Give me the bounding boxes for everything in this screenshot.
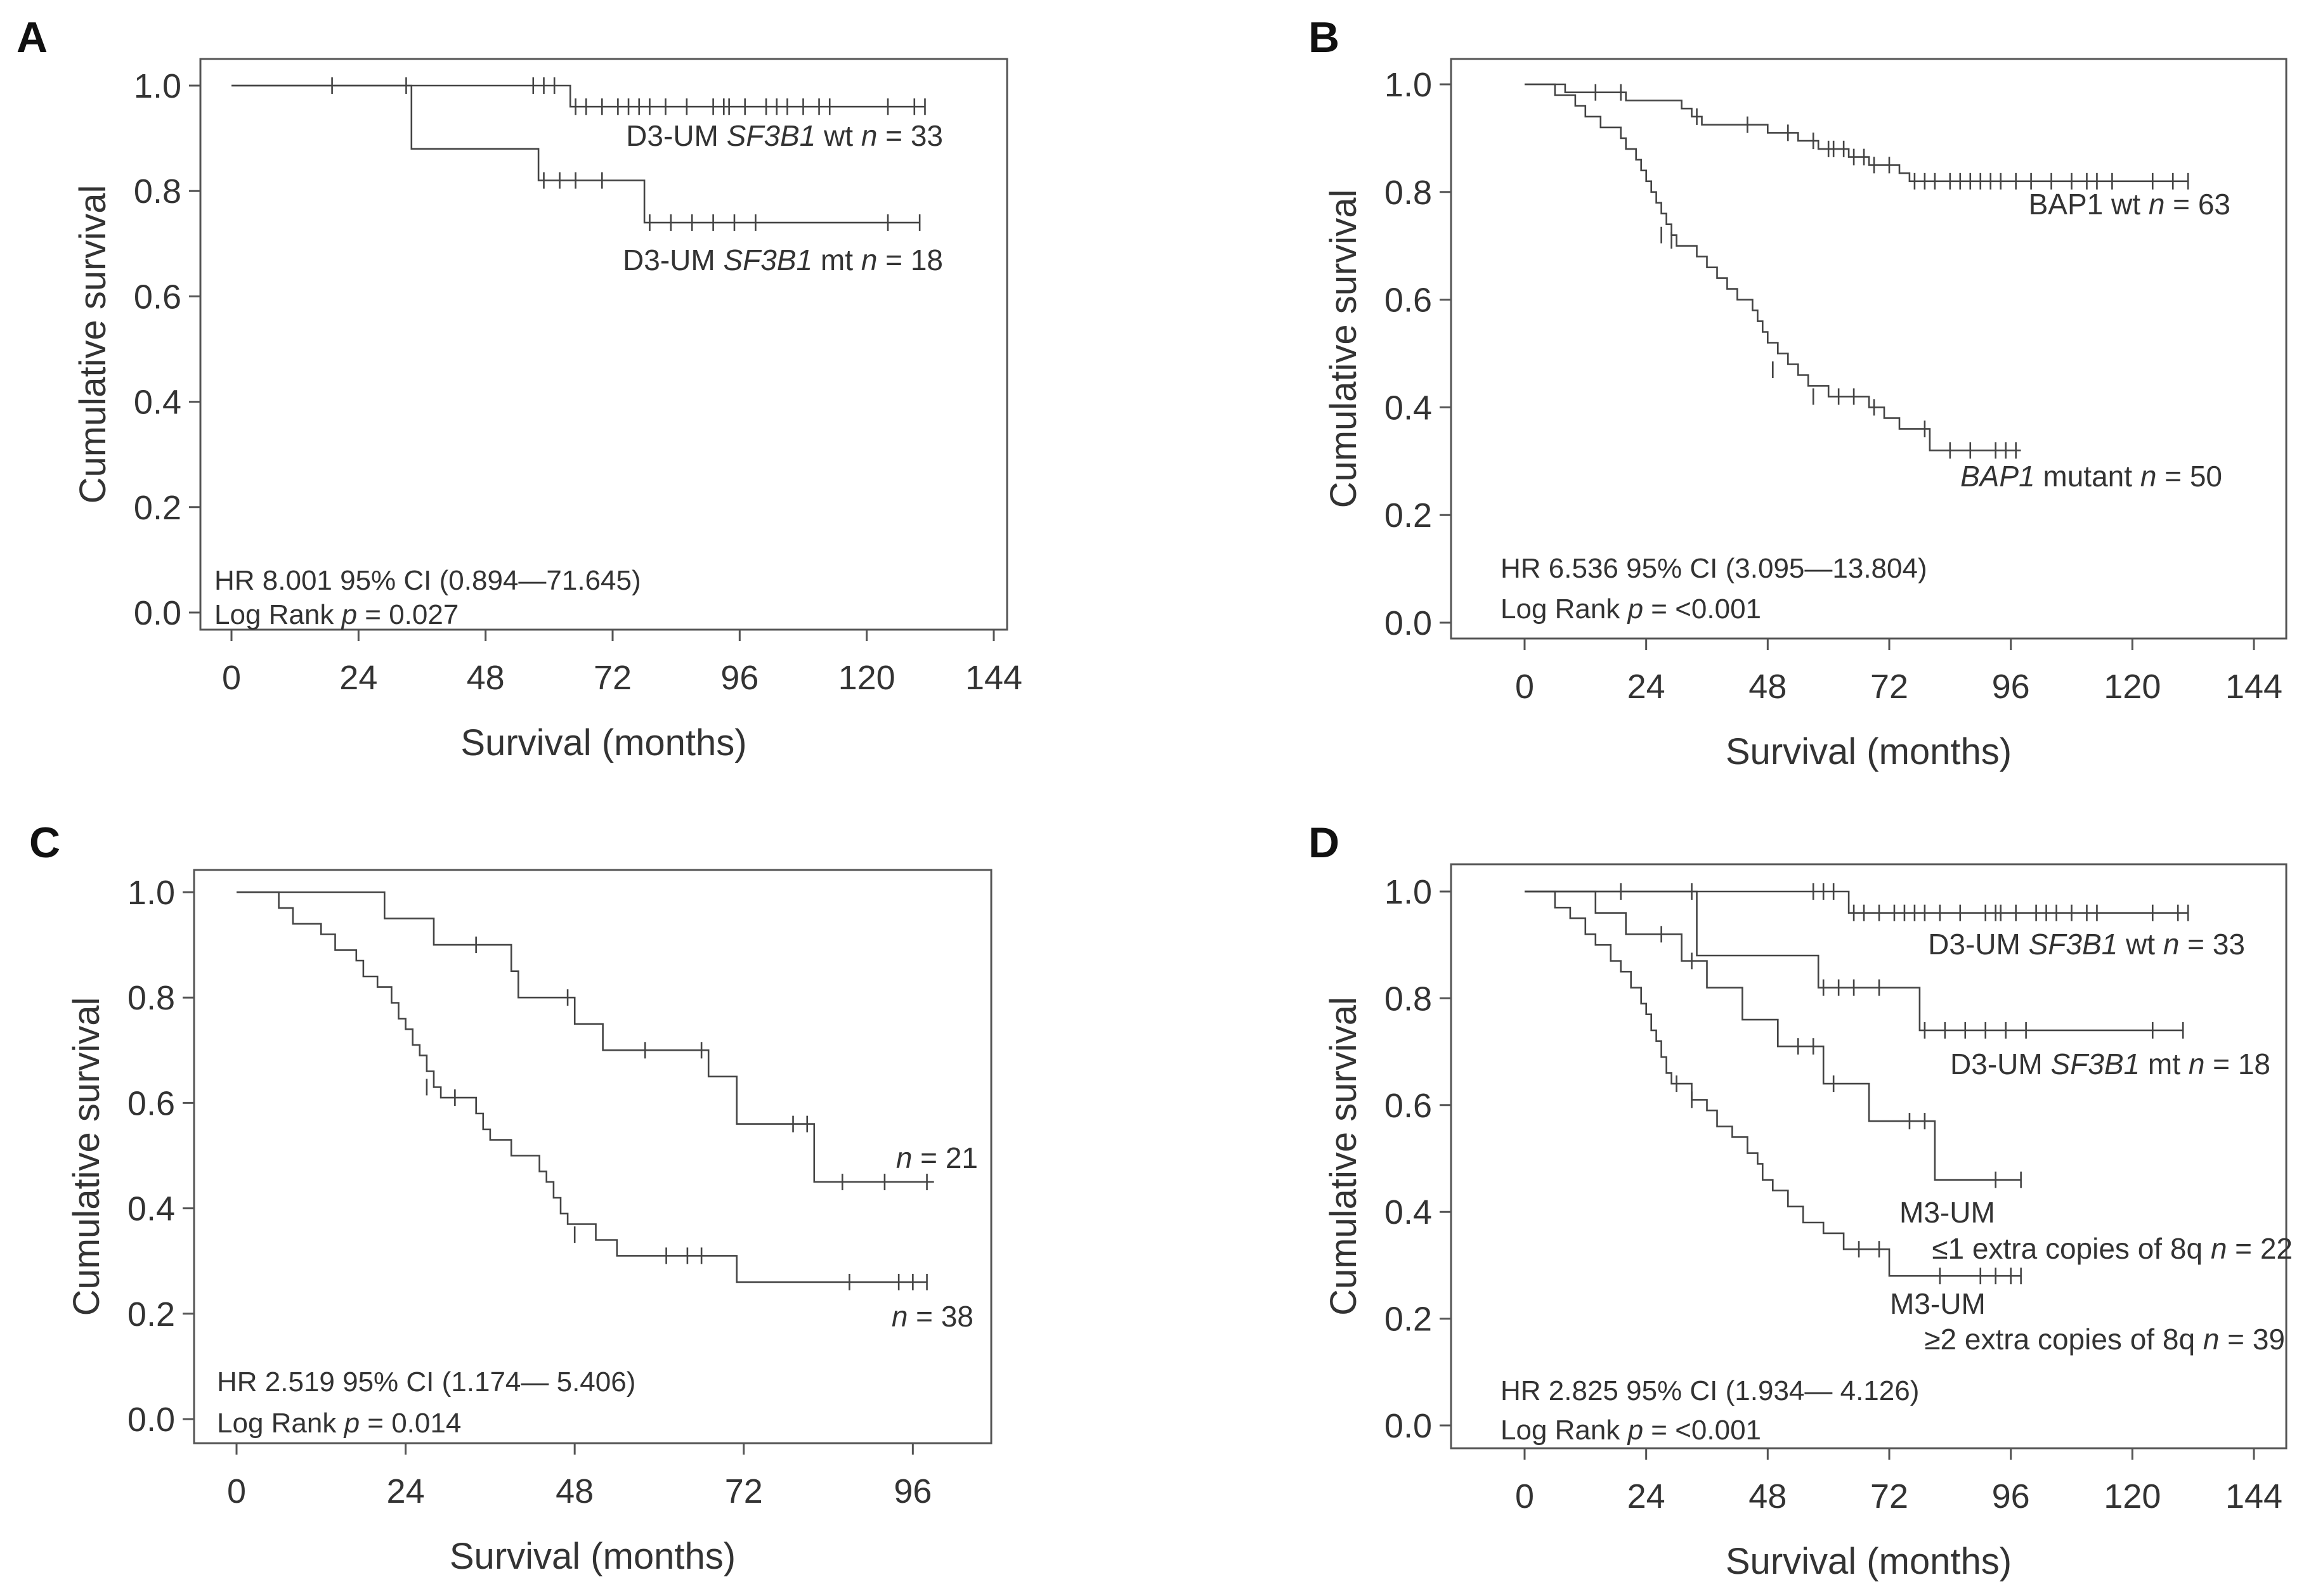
panel-b-hr-text: HR 6.536 95% CI (3.095—13.804) (1501, 553, 1927, 584)
panel-a-series-1-label: D3-UM SF3B1 wt n = 33 (626, 119, 943, 152)
panel-b-y-axis-title: Cumulative survival (1323, 190, 1364, 509)
panel-b-xtick-label: 120 (2104, 668, 2161, 706)
panel-d-series-1-label: D3-UM SF3B1 wt n = 33 (1928, 928, 2245, 961)
panel-d-ytick-label: 0.0 (1384, 1407, 1432, 1445)
panel-c-xtick-label: 48 (556, 1472, 594, 1510)
panel-c-ytick-label: 0.2 (127, 1295, 175, 1333)
panel-c-hr-text: HR 2.519 95% CI (1.174— 5.406) (217, 1366, 635, 1398)
panel-a-y-axis-title: Cumulative survival (72, 185, 114, 504)
panel-c-ytick-label: 0.6 (127, 1084, 175, 1122)
panel-d-ytick-label: 0.8 (1384, 980, 1432, 1018)
panel-c-xtick-label: 24 (387, 1472, 425, 1510)
panel-b-logrank-text: Log Rank p = <0.001 (1501, 594, 1761, 625)
panel-b-xtick-label: 0 (1515, 668, 1534, 706)
panel-c-y-axis-title: Cumulative survival (66, 997, 107, 1316)
panel-d-ytick-label: 0.6 (1384, 1087, 1432, 1125)
panel-b-xtick-label: 48 (1748, 668, 1787, 706)
panel-a-ytick-label: 1.0 (134, 67, 181, 105)
panel-d-series-4-label: ≥2 extra copies of 8q n = 39 (1924, 1323, 2285, 1356)
panel-b-ytick-label: 0.2 (1384, 496, 1432, 535)
panel-d-xtick-label: 144 (2225, 1477, 2282, 1515)
panel-d-ytick-label: 0.2 (1384, 1301, 1432, 1339)
panel-a-plot-frame (199, 58, 1008, 631)
panel-a-ytick-label: 0.8 (134, 172, 181, 211)
panel-d-series-2-label: D3-UM SF3B1 mt n = 18 (1950, 1048, 2270, 1080)
panel-c-letter: C (29, 819, 60, 867)
panel-a-ytick-label: 0.6 (134, 278, 181, 316)
panel-c-xtick-label: 96 (894, 1472, 932, 1510)
panel-b-series-1-curve (1525, 83, 2189, 183)
panel-d-xtick-label: 0 (1515, 1477, 1534, 1515)
panel-a-series-1-curve (231, 84, 925, 108)
panel-d-xtick-label: 96 (1992, 1477, 2030, 1515)
panel-d-xtick-label: 24 (1627, 1477, 1665, 1515)
panel-b-xtick-label: 144 (2225, 668, 2282, 706)
panel-c-series-2-curve (237, 891, 927, 1283)
panel-d-plot-frame (1450, 863, 2288, 1450)
panel-a-xtick-label: 96 (720, 659, 758, 697)
panel-a-logrank-text: Log Rank p = 0.027 (214, 599, 459, 630)
panel-b-plot-frame (1450, 58, 2288, 640)
panel-d-series-3-label: ≤1 extra copies of 8q n = 22 (1932, 1232, 2293, 1265)
panel-b-xtick-label: 72 (1870, 668, 1908, 706)
panel-d-y-axis-title: Cumulative survival (1323, 997, 1364, 1316)
panel-c-plot-frame (193, 869, 993, 1444)
panel-d-xtick-label: 120 (2104, 1477, 2161, 1515)
panel-b-letter: B (1308, 13, 1339, 62)
panel-b-ytick-label: 0.6 (1384, 282, 1432, 320)
panel-a-ytick-label: 0.0 (134, 594, 181, 632)
panel-a-ytick-label: 0.4 (134, 384, 181, 422)
panel-b-xtick-label: 96 (1992, 668, 2030, 706)
panel-d-ytick-label: 0.4 (1384, 1193, 1432, 1231)
panel-a-xtick-label: 48 (467, 659, 505, 697)
panel-d-ytick-label: 1.0 (1384, 873, 1432, 911)
panel-c-series-1-label: n = 21 (896, 1141, 978, 1174)
panel-a-series-2-curve (231, 84, 920, 224)
panel-b-x-axis-title: Survival (months) (1726, 731, 2012, 772)
panel-a-series-2-label: D3-UM SF3B1 mt n = 18 (623, 243, 943, 276)
panel-a-xtick-label: 0 (222, 659, 241, 697)
panel-b-series-2-curve (1525, 83, 2021, 451)
panel-b-series-2-label: BAP1 mutant n = 50 (1960, 460, 2222, 493)
panel-b-xtick-label: 24 (1627, 668, 1665, 706)
panel-a-xtick-label: 24 (339, 659, 377, 697)
panel-c-series-2-label: n = 38 (892, 1300, 973, 1333)
panel-c-xtick-label: 72 (725, 1472, 763, 1510)
panel-c-ytick-label: 1.0 (127, 874, 175, 912)
panel-d-hr-text: HR 2.825 95% CI (1.934— 4.126) (1501, 1375, 1919, 1406)
panel-b-ytick-label: 0.4 (1384, 389, 1432, 427)
panel-d-series-1-curve (1525, 890, 2189, 914)
panel-d-series-4-label-prefix: M3-UM (1890, 1287, 1986, 1320)
panel-a-hr-text: HR 8.001 95% CI (0.894—71.645) (214, 565, 641, 596)
panel-d-xtick-label: 72 (1870, 1477, 1908, 1515)
panel-d-xtick-label: 48 (1748, 1477, 1787, 1515)
panel-d-series-3-label-prefix: M3-UM (1899, 1196, 1995, 1229)
panel-c-xtick-label: 0 (227, 1472, 246, 1510)
panel-d-logrank-text: Log Rank p = <0.001 (1501, 1415, 1761, 1446)
panel-d-series-2-curve (1525, 890, 2184, 1032)
panel-d-x-axis-title: Survival (months) (1726, 1541, 2012, 1582)
panel-a-xtick-label: 120 (838, 659, 895, 697)
panel-a-xtick-label: 72 (594, 659, 632, 697)
panel-c-x-axis-title: Survival (months) (450, 1536, 736, 1577)
panel-c-ytick-label: 0.0 (127, 1401, 175, 1439)
panel-b-ytick-label: 0.0 (1384, 604, 1432, 642)
panel-b-series-1-label: BAP1 wt n = 63 (2029, 188, 2230, 221)
panel-d-letter: D (1308, 819, 1339, 867)
panel-c-series-1-curve (237, 891, 934, 1183)
panel-b-ytick-label: 0.8 (1384, 174, 1432, 212)
panel-c-ytick-label: 0.8 (127, 979, 175, 1017)
panel-a-letter: A (16, 13, 48, 62)
panel-c-logrank-text: Log Rank p = 0.014 (217, 1408, 461, 1439)
panel-a-xtick-label: 144 (965, 659, 1022, 697)
panel-a-x-axis-title: Survival (months) (460, 722, 746, 763)
panel-d-series-4-curve (1525, 890, 2021, 1277)
panel-a-ytick-label: 0.2 (134, 489, 181, 527)
panel-b-ytick-label: 1.0 (1384, 66, 1432, 104)
panel-d-series-3-curve (1525, 890, 2021, 1181)
panel-c-ytick-label: 0.4 (127, 1190, 175, 1228)
